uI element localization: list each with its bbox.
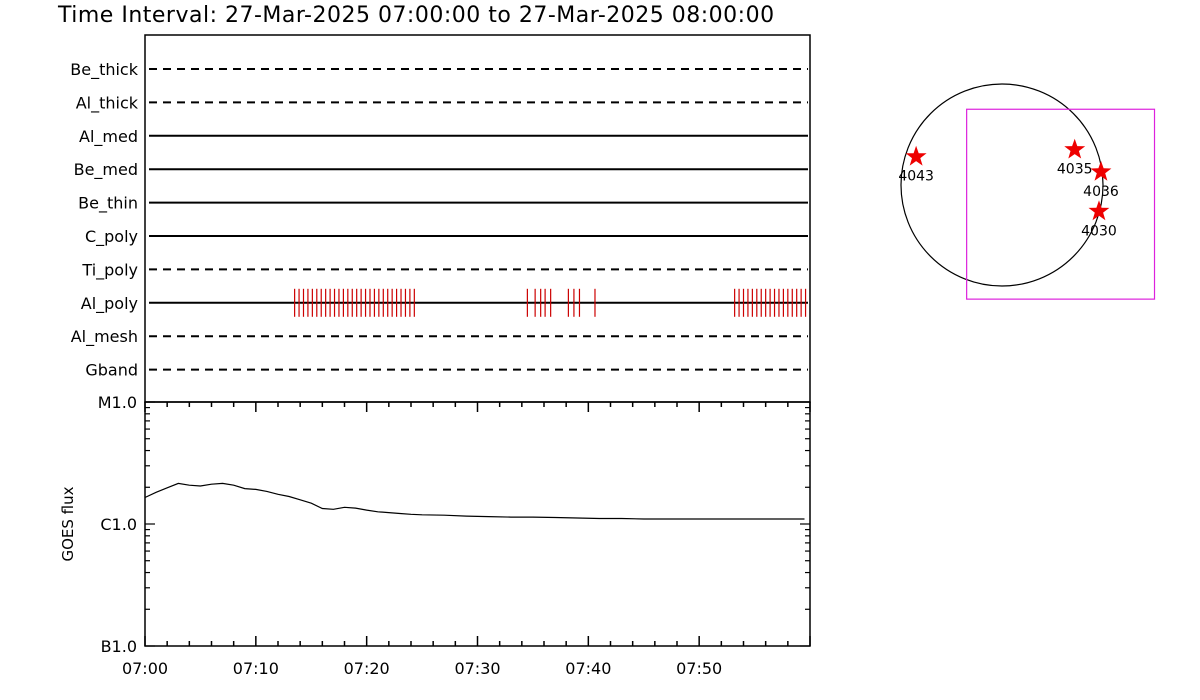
- active-region-star-icon: [1064, 138, 1086, 159]
- filter-label-gband: Gband: [85, 361, 138, 380]
- filter-label-be_med: Be_med: [74, 160, 138, 180]
- active-region-star-icon: [905, 145, 927, 166]
- solar-limb: [900, 83, 1104, 287]
- x-tick-label: 07:50: [676, 659, 722, 678]
- active-region-label: 4043: [898, 169, 934, 185]
- filter-timeline-panel: Be_thick Al_thick Al_med Be_med Be_thin C_pol…: [70, 34, 811, 403]
- active-region-label: 4030: [1081, 223, 1117, 239]
- filter-label-be_thin: Be_thin: [78, 194, 138, 214]
- goes-flux-line: [144, 482, 805, 520]
- field-of-view-box: [966, 108, 1156, 300]
- filter-label-al_thick: Al_thick: [76, 93, 139, 113]
- x-tick-label: 07:20: [344, 659, 390, 678]
- plot-title: Time Interval: 27-Mar-2025 07:00:00 to 2…: [58, 3, 775, 28]
- filter-label-al_poly: Al_poly: [81, 294, 138, 314]
- x-tick-label: 07:00: [122, 659, 168, 678]
- filter-label-c_poly: C_poly: [85, 227, 138, 247]
- goes-flux-panel: 07:00 07:10 07:20 07:30 07:40 07:50 M1.0 C1.0 B1…: [59, 393, 811, 678]
- active-region-label: 4036: [1083, 184, 1119, 200]
- filter-label-al_mesh: Al_mesh: [71, 327, 138, 347]
- active-region-star-icon: [1088, 200, 1110, 221]
- solar-disk-map: 4043 4035 4036 4030: [898, 83, 1156, 300]
- filter-label-be_thick: Be_thick: [70, 60, 138, 80]
- x-tick-label: 07:10: [233, 659, 279, 678]
- y-axis-label: GOES flux: [59, 486, 77, 561]
- x-tick-label: 07:40: [565, 659, 611, 678]
- filter-label-ti_poly: Ti_poly: [81, 260, 138, 280]
- x-tick-label: 07:30: [454, 659, 500, 678]
- filter-label-al_med: Al_med: [79, 127, 138, 147]
- goes-frame: [144, 401, 811, 647]
- y-tick-label: B1.0: [101, 637, 137, 656]
- active-region-label: 4035: [1057, 162, 1093, 178]
- active-region-star-icon: [1090, 160, 1112, 181]
- timeline-frame: [144, 34, 811, 403]
- y-tick-label: M1.0: [98, 393, 137, 412]
- y-tick-label: C1.0: [100, 515, 137, 534]
